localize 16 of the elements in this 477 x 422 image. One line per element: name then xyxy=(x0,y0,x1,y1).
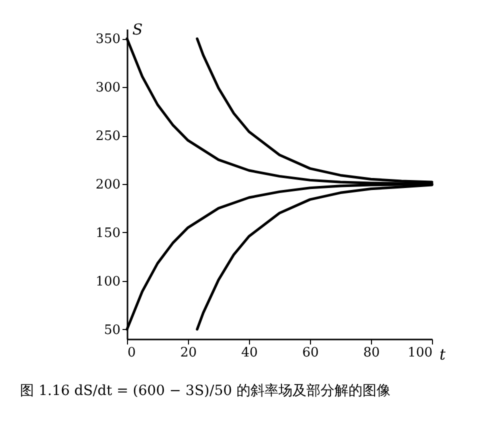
y-tick-label: 150 xyxy=(96,226,120,241)
x-tick-label: 20 xyxy=(180,346,197,360)
y-tick-label: 300 xyxy=(96,80,120,96)
y-tick-label: 350 xyxy=(96,32,120,48)
y-tick-label: 50 xyxy=(104,322,120,338)
x-tick-label: 40 xyxy=(241,346,258,360)
y-tick-label: 100 xyxy=(96,274,120,290)
caption: 图 1.16 dS/dt = (600 − 3S)/50 的斜率场及部分解的图像 xyxy=(20,383,391,399)
x-tick-label: 0 xyxy=(128,346,136,360)
x-tick-label: 80 xyxy=(363,346,380,360)
y-axis-title: S xyxy=(132,20,143,38)
x-tick-label: 60 xyxy=(302,346,319,360)
x-axis-title: t xyxy=(439,346,446,364)
y-tick-label: 250 xyxy=(96,129,120,144)
y-tick-label: 200 xyxy=(96,178,120,192)
x-tick-label: 100 xyxy=(408,346,432,360)
